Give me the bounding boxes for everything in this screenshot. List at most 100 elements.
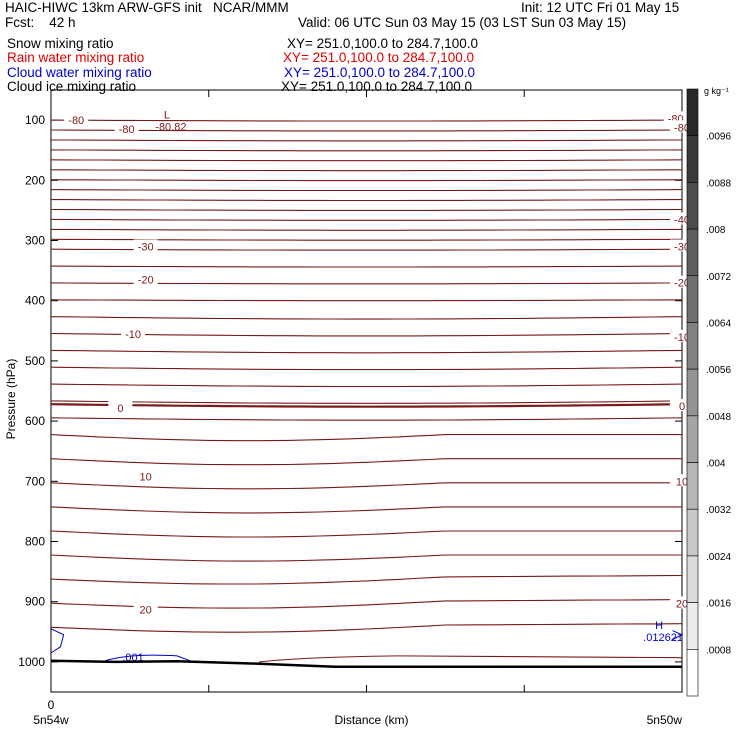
contour-label: -80: [68, 115, 84, 127]
low-value-label: -80.82: [155, 121, 186, 133]
forecast-hour: Fcst: 42 h: [5, 15, 76, 30]
colorbar-tick-label: .0048: [706, 412, 731, 423]
colorbar-swatch: [686, 462, 699, 510]
zero-degree-contour: [50, 403, 683, 408]
field-name-snow: Snow mixing ratio: [7, 36, 114, 51]
colorbar-swatch: [686, 275, 699, 323]
contour-label: -10: [674, 332, 690, 344]
x-axis-label: Distance (km): [334, 713, 408, 727]
contour-label: 20: [676, 599, 688, 611]
contour-label: -80: [119, 124, 135, 136]
contour-label-bg: [133, 469, 158, 482]
contour-label: -40: [674, 214, 690, 226]
temperature-contour: [50, 383, 683, 388]
contour-label: 10: [676, 476, 688, 488]
y-tick-label: 600: [25, 414, 45, 428]
contour-label: -10: [125, 329, 141, 341]
contour-label: -20: [138, 275, 154, 287]
high-marker: H: [655, 620, 663, 632]
field-name-rain: Rain water mixing ratio: [7, 50, 145, 65]
temperature-contour: [50, 159, 683, 162]
y-tick-label: 500: [25, 354, 45, 368]
temperature-contour: [50, 366, 683, 371]
x-zero-label: 0: [48, 698, 55, 712]
contour-label-bg: [133, 272, 158, 285]
temperature-contour: [50, 530, 682, 538]
y-tick-label: 100: [25, 113, 45, 127]
temperature-contour: [50, 265, 683, 268]
colorbar-tick-label: .0056: [706, 365, 731, 376]
contour-label: 0: [117, 403, 123, 415]
temperature-contour: [50, 554, 682, 562]
field-name-cloud-water: Cloud water mixing ratio: [7, 65, 152, 80]
colorbar-tick-label: .0064: [706, 318, 731, 329]
colorbar-tick-label: .0024: [706, 552, 731, 563]
x-end-label: 5n50w: [647, 713, 683, 727]
y-tick-label: 900: [25, 595, 45, 609]
y-tick-label: 200: [25, 173, 45, 187]
colorbar-swatch: [686, 182, 699, 230]
temperature-contour: [50, 506, 682, 514]
temperature-contour: [50, 189, 683, 192]
colorbar-swatch: [686, 415, 699, 463]
cloud-water-contour: [672, 630, 684, 641]
temperature-contour: [50, 400, 683, 404]
colorbar-tick-label: .0088: [706, 178, 731, 189]
temperature-contour: [51, 139, 682, 142]
colorbar-unit-label: g kg⁻¹: [704, 86, 729, 96]
temperature-contour: [51, 169, 682, 172]
colorbar-tick-label: .004: [706, 459, 726, 470]
colorbar-tick-label: .0096: [706, 132, 731, 143]
temperature-contour: [50, 574, 683, 585]
x-start-label: 5n54w: [33, 713, 69, 727]
contour-label-bg: [121, 326, 146, 339]
cloud-water-contour: [50, 628, 65, 654]
temperature-contour: [50, 417, 683, 421]
contour-label: -30: [674, 242, 690, 254]
plot-title: HAIC-HIWC 13km ARW-GFS init NCAR/MMM: [5, 0, 289, 15]
surface-terrain-line: [50, 659, 682, 668]
temperature-contour: [50, 316, 683, 320]
temperature-contour: [50, 129, 683, 132]
colorbar-tick-label: .0016: [706, 599, 731, 610]
contour-label: 0: [679, 401, 685, 413]
colorbar-tick-label: .0072: [706, 272, 731, 283]
field-xy-cloud-water: XY= 251.0,100.0 to 284.7,100.0: [284, 65, 476, 80]
contour-label-bg: [133, 239, 158, 252]
init-time: Init: 12 UTC Fri 01 May 15: [521, 0, 680, 15]
colorbar-swatch: [686, 135, 699, 183]
colorbar-swatch: [686, 508, 699, 557]
y-tick-label: 700: [25, 474, 45, 488]
temperature-contour: [51, 199, 682, 202]
colorbar-swatch: [686, 88, 699, 136]
high-value-label: .012621: [643, 632, 683, 644]
temperature-contour: [50, 623, 683, 633]
y-tick-label: 800: [25, 535, 45, 549]
temperature-contour: [50, 119, 683, 122]
contour-label: -20: [674, 278, 690, 290]
temperature-contour: [51, 228, 682, 231]
colorbar-tick-label: .008: [706, 225, 726, 236]
field-xy-rain: XY= 251.0,100.0 to 284.7,100.0: [283, 50, 475, 65]
colorbar-swatch: [686, 228, 699, 277]
colorbar-swatch: [686, 322, 699, 370]
temperature-contour: [50, 458, 682, 466]
temperature-contour: [50, 179, 683, 182]
contour-label-bg: [133, 602, 158, 615]
y-tick-label: 400: [25, 294, 45, 308]
contour-label: 20: [140, 605, 152, 617]
contour-label-bg: [114, 122, 139, 135]
cloud-water-contour: [101, 654, 190, 663]
temperature-contour: [50, 482, 682, 490]
temperature-contour: [50, 218, 683, 221]
valid-time: Valid: 06 UTC Sun 03 May 15 (03 LST Sun …: [298, 15, 627, 30]
low-marker: L: [164, 109, 170, 121]
temperature-contour: [50, 434, 682, 442]
field-xy-snow: XY= 251.0,100.0 to 284.7,100.0: [287, 36, 479, 51]
y-axis-label: Pressure (hPa): [4, 359, 18, 440]
contour-label: -80: [674, 122, 690, 134]
contour-label-bg: [108, 400, 133, 413]
y-tick-label: 300: [25, 234, 45, 248]
temperature-contour: [50, 299, 683, 302]
